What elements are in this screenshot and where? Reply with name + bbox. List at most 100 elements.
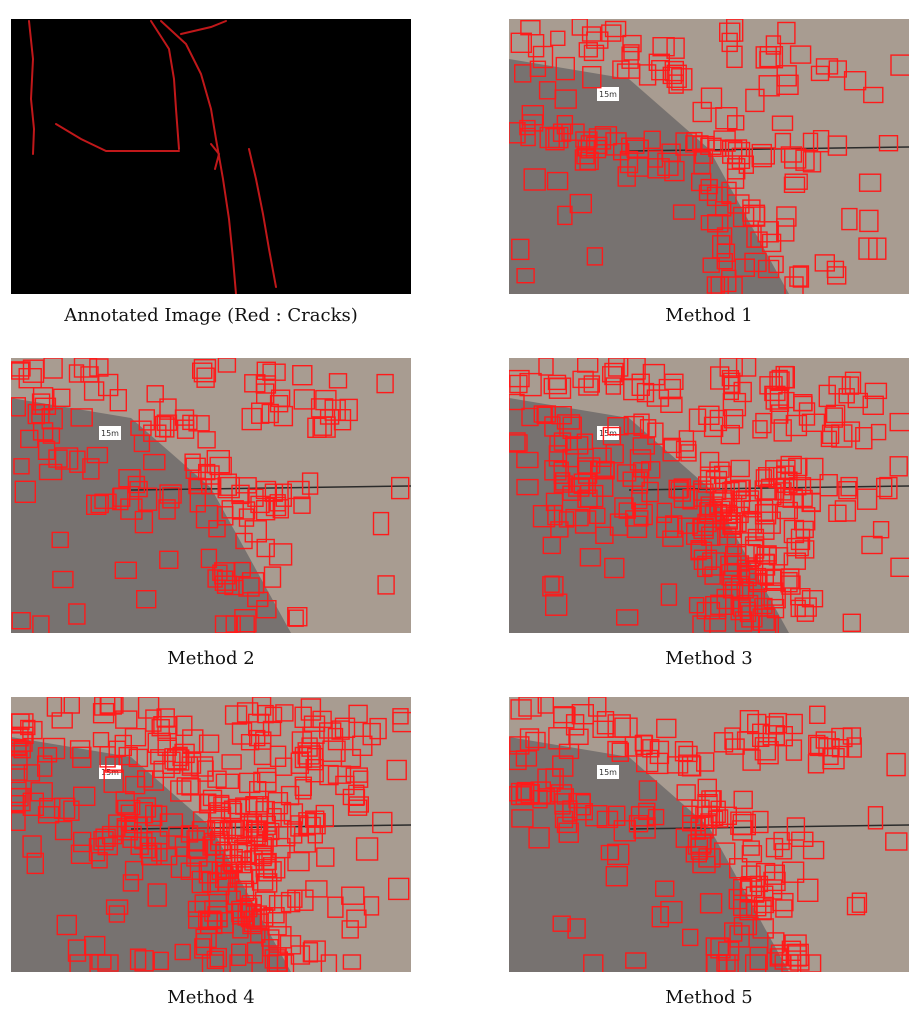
detection-box [538,358,554,376]
scale-sign-label: 15m [599,90,617,99]
detection-box [752,420,768,439]
detection-box [742,840,760,856]
detection-box [568,728,589,745]
detection-box [802,151,822,173]
detection-box [261,403,279,424]
detection-box [327,765,352,784]
detection-box [204,900,228,922]
detection-box [217,476,240,499]
detection-box [700,87,723,109]
detection-box [766,568,785,592]
detection-box [553,475,574,493]
detection-box [632,437,656,455]
detection-box [576,433,594,450]
detection-box [31,393,51,415]
detection-box [634,735,654,752]
detection-box [612,142,630,161]
detection-box [589,507,606,525]
detection-box [688,596,705,614]
detection-box [518,697,542,717]
detection-box [720,276,743,294]
detection-box [656,502,673,524]
detection-box [37,747,58,763]
detection-box [768,712,788,734]
detection-box [858,173,882,192]
detection-box [820,430,838,448]
pavement-joint-line [130,485,411,491]
detection-box [733,790,753,810]
caption-method2: Method 2 [167,648,255,669]
detection-box [352,735,373,756]
detection-box [765,716,784,735]
detection-box [129,948,147,970]
crack-top-branch [180,20,227,35]
detection-box [752,810,769,834]
detection-box [773,831,790,851]
detection-box [355,837,379,861]
detection-box [509,393,525,411]
detection-box [147,883,167,907]
detection-box [633,503,653,526]
detection-box [11,794,26,814]
detection-box [176,715,193,736]
crack-main-diagonal [160,20,237,294]
detection-box [231,819,253,844]
detection-box [176,419,195,439]
detection-box [658,378,682,400]
detection-box [863,86,884,104]
detection-box [802,493,821,512]
detection-box [707,214,729,233]
detection-box [741,845,763,863]
detection-box [159,550,179,570]
detection-box [802,840,825,860]
detection-box [730,811,752,835]
detection-box [69,740,91,759]
crack-mask-svg [11,19,411,294]
detection-box [545,127,565,151]
detection-box [23,764,41,782]
detection-box [293,389,315,410]
detection-box [638,64,657,86]
detection-box [739,877,758,902]
detection-box [675,440,697,459]
method3-svg: 15m [509,358,909,633]
detection-box [290,815,309,837]
detection-box [11,611,31,630]
detection-box [623,44,640,61]
detection-box [594,126,618,146]
detection-box [690,539,707,561]
detection-box [552,123,572,142]
detection-box [37,755,53,777]
detection-box [245,796,269,813]
detection-box [626,515,648,539]
detection-box [150,805,168,823]
detection-box [13,741,31,759]
detection-box [236,702,259,723]
detection-box [885,832,908,851]
detection-box [37,440,56,461]
detection-box [700,214,724,231]
detection-box [221,754,242,770]
detection-box [576,457,601,474]
detection-box [753,545,777,562]
detection-box [573,802,594,821]
detection-box [605,444,624,464]
detection-box [69,954,91,972]
detection-box [509,374,528,394]
detection-box [699,893,723,914]
detection-box [876,477,893,498]
method3-detection-image: 15m [509,358,909,633]
detection-box [544,575,560,593]
detection-box [760,582,784,606]
detection-box [120,815,139,832]
detection-box [757,221,779,243]
detection-box [141,842,162,866]
detection-box [546,171,569,191]
detection-box [146,830,168,850]
detection-box [290,752,309,774]
detection-box [73,786,96,807]
detection-box [134,801,154,824]
detection-box [674,741,694,762]
detection-box [633,817,656,839]
detection-box [198,794,217,814]
